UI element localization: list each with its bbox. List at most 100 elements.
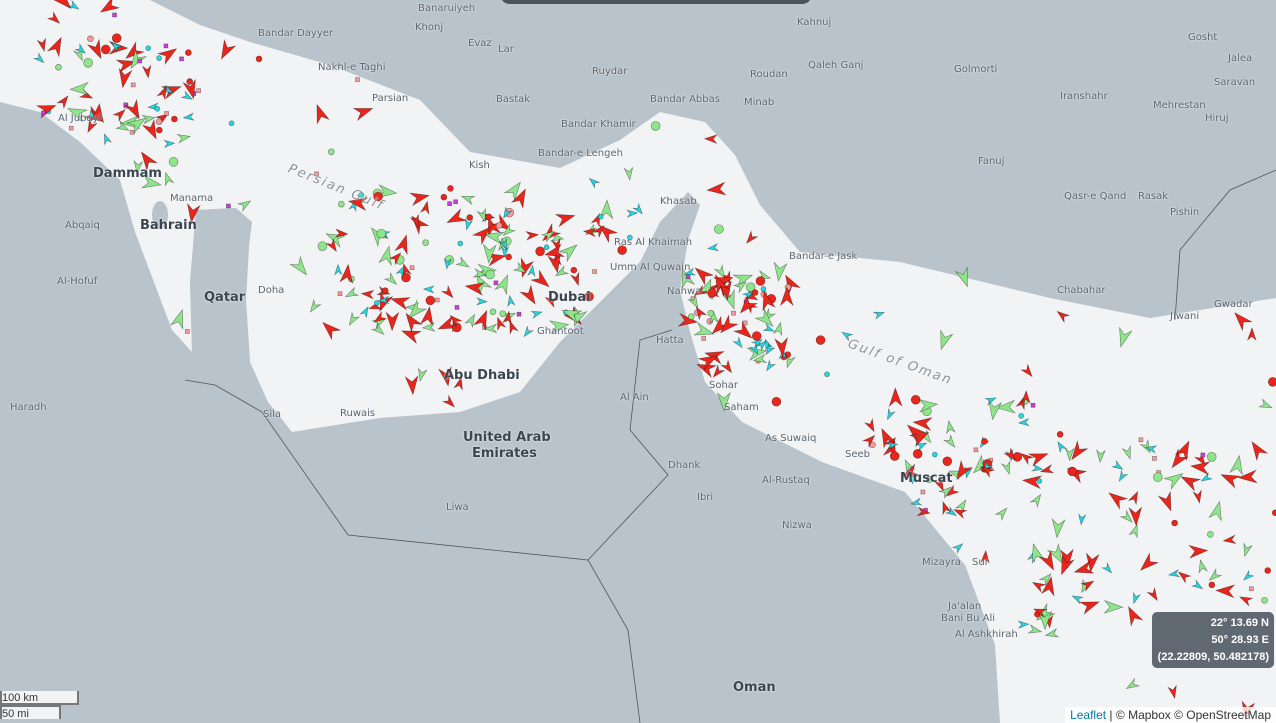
cargo-vessel-marker[interactable] [1229, 454, 1246, 476]
tanker-vessel-marker[interactable] [736, 294, 759, 317]
tanker-vessel-marker[interactable] [916, 506, 931, 517]
tanker-vessel-marker[interactable] [141, 118, 162, 142]
cargo-vessel-marker[interactable] [83, 58, 93, 68]
cargo-vessel-marker[interactable] [65, 103, 89, 123]
cargo-vessel-marker[interactable] [925, 476, 933, 484]
special-vessel-marker[interactable] [226, 203, 231, 209]
passenger-vessel-marker[interactable] [627, 234, 633, 241]
passenger-vessel-marker[interactable] [156, 55, 162, 61]
cargo-vessel-marker[interactable] [422, 239, 430, 246]
tanker-vessel-marker[interactable] [1215, 584, 1236, 599]
passenger-vessel-marker[interactable] [501, 206, 513, 219]
cargo-vessel-marker[interactable] [1163, 468, 1186, 491]
tanker-vessel-marker[interactable] [1238, 593, 1254, 607]
tanker-vessel-marker[interactable] [447, 185, 454, 192]
passenger-vessel-marker[interactable] [443, 257, 453, 270]
tanker-vessel-marker[interactable] [1055, 308, 1071, 324]
tanker-vessel-marker[interactable] [334, 228, 349, 238]
cargo-vessel-marker[interactable] [344, 286, 360, 301]
tanker-vessel-marker[interactable] [472, 308, 493, 331]
cargo-vessel-marker[interactable] [346, 311, 361, 328]
cargo-vessel-marker[interactable] [986, 399, 1003, 421]
cargo-vessel-marker[interactable] [376, 228, 387, 239]
passenger-vessel-marker[interactable] [597, 213, 604, 220]
cargo-vessel-marker[interactable] [548, 318, 570, 335]
passenger-vessel-marker[interactable] [872, 309, 886, 320]
cargo-vessel-marker[interactable] [1051, 517, 1066, 539]
tanker-vessel-marker[interactable] [505, 253, 512, 261]
passenger-vessel-marker[interactable] [1200, 471, 1213, 484]
tanker-vessel-marker[interactable] [1032, 605, 1048, 619]
cargo-vessel-marker[interactable] [168, 157, 179, 167]
cargo-vessel-marker[interactable] [501, 223, 517, 238]
tanker-vessel-marker[interactable] [447, 313, 463, 329]
passenger-vessel-marker[interactable] [163, 139, 176, 149]
passenger-vessel-marker[interactable] [748, 342, 761, 356]
passenger-vessel-marker[interactable] [395, 265, 407, 278]
tanker-vessel-marker[interactable] [584, 291, 594, 302]
cargo-vessel-marker[interactable] [499, 310, 507, 318]
cargo-vessel-marker[interactable] [472, 268, 488, 280]
tanker-vessel-marker[interactable] [100, 44, 111, 55]
passenger-vessel-marker[interactable] [1018, 413, 1024, 419]
tanker-vessel-marker[interactable] [1021, 474, 1043, 490]
tanker-vessel-marker[interactable] [510, 186, 531, 210]
tanker-vessel-marker[interactable] [471, 223, 495, 246]
cargo-vessel-marker[interactable] [716, 391, 731, 412]
tanker-vessel-marker[interactable] [1031, 579, 1047, 593]
cargo-vessel-marker[interactable] [416, 367, 428, 382]
cargo-vessel-marker[interactable] [1038, 571, 1054, 587]
passenger-vessel-marker[interactable] [632, 202, 645, 216]
tanker-vessel-marker[interactable] [910, 394, 921, 405]
cargo-vessel-marker[interactable] [954, 498, 969, 514]
tanker-vessel-marker[interactable] [409, 213, 423, 229]
passenger-vessel-marker[interactable] [1017, 418, 1030, 427]
tanker-vessel-marker[interactable] [1080, 577, 1096, 592]
passenger-vessel-marker[interactable] [145, 45, 152, 52]
tanker-vessel-marker[interactable] [1230, 309, 1253, 332]
cargo-vessel-marker[interactable] [752, 353, 768, 364]
cargo-vessel-marker[interactable] [557, 240, 581, 263]
other-vessel-marker[interactable] [155, 118, 163, 125]
other-vessel-marker[interactable] [314, 171, 319, 177]
tanker-vessel-marker[interactable] [1267, 377, 1276, 387]
cargo-vessel-marker[interactable] [942, 433, 958, 450]
cargo-vessel-marker[interactable] [328, 148, 335, 156]
passenger-vessel-marker[interactable] [910, 497, 923, 507]
tanker-vessel-marker[interactable] [452, 322, 462, 333]
tanker-vessel-marker[interactable] [1012, 452, 1023, 462]
tanker-vessel-marker[interactable] [141, 64, 153, 79]
passenger-vessel-marker[interactable] [457, 240, 464, 247]
passenger-vessel-marker[interactable] [760, 286, 767, 292]
passenger-vessel-marker[interactable] [422, 285, 435, 294]
tanker-vessel-marker[interactable] [535, 246, 545, 257]
passenger-vessel-marker[interactable] [1191, 579, 1204, 591]
passenger-vessel-marker[interactable] [944, 506, 958, 518]
cargo-vessel-marker[interactable] [1029, 492, 1044, 508]
tanker-vessel-marker[interactable] [595, 221, 619, 244]
passenger-vessel-marker[interactable] [475, 297, 488, 306]
cargo-vessel-marker[interactable] [1207, 568, 1223, 583]
tanker-vessel-marker[interactable] [1027, 448, 1050, 467]
cargo-vessel-marker[interactable] [338, 200, 345, 208]
passenger-vessel-marker[interactable] [909, 472, 918, 485]
tanker-vessel-marker[interactable] [1246, 327, 1257, 342]
tanker-vessel-marker[interactable] [156, 44, 180, 66]
cargo-vessel-marker[interactable] [945, 419, 956, 435]
cargo-vessel-marker[interactable] [693, 322, 715, 340]
passenger-vessel-marker[interactable] [732, 336, 745, 349]
cargo-vessel-marker[interactable] [714, 224, 724, 234]
tanker-vessel-marker[interactable] [543, 294, 560, 309]
tanker-vessel-marker[interactable] [1084, 552, 1100, 573]
tanker-vessel-marker[interactable] [185, 49, 192, 56]
cargo-vessel-marker[interactable] [901, 458, 916, 474]
tanker-vessel-marker[interactable] [35, 100, 58, 119]
other-vessel-marker[interactable] [1138, 437, 1144, 443]
tanker-vessel-marker[interactable] [692, 284, 708, 299]
cargo-vessel-marker[interactable] [1207, 531, 1214, 538]
tanker-vessel-marker[interactable] [46, 11, 63, 26]
cargo-vessel-marker[interactable] [307, 298, 322, 315]
tanker-vessel-marker[interactable] [908, 427, 932, 448]
passenger-vessel-marker[interactable] [886, 441, 899, 450]
